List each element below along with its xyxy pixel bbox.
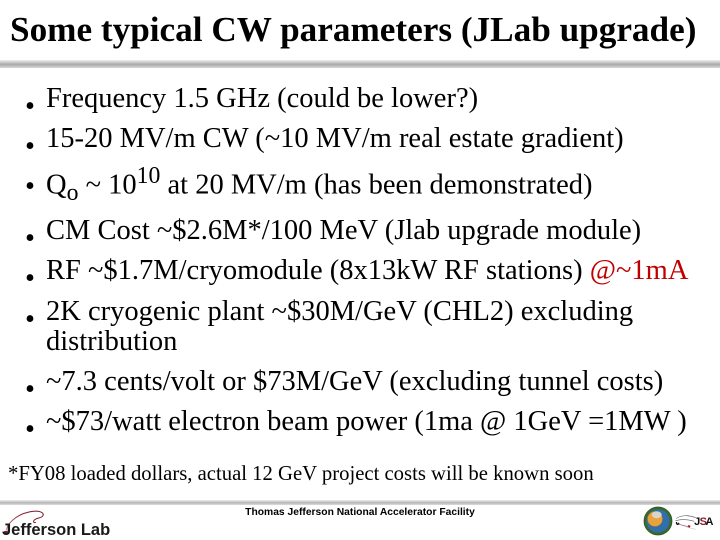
svg-text:A: A: [706, 516, 714, 528]
svg-text:Jefferson Lab: Jefferson Lab: [2, 521, 110, 539]
svg-text:J: J: [694, 516, 700, 528]
